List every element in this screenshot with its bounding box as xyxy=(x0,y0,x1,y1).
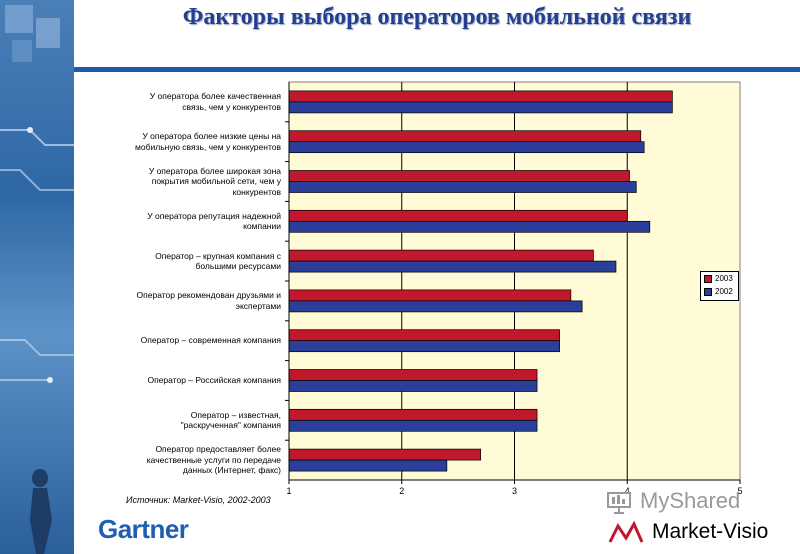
bar-2003-1 xyxy=(288,130,642,143)
legend-item-2003: 2003 xyxy=(701,272,738,285)
bar-2002-8 xyxy=(288,419,538,432)
bar-2003-5 xyxy=(288,289,572,302)
category-label: У оператора более качественная связь, че… xyxy=(149,91,281,112)
bar-2002-6 xyxy=(288,340,560,353)
bar-2002-1 xyxy=(288,141,645,154)
legend-swatch-2003 xyxy=(704,274,712,283)
bar-2002-7 xyxy=(288,380,538,392)
decorative-sidebar xyxy=(0,0,74,554)
tick-label-3: 3 xyxy=(512,486,517,496)
bar-2003-4 xyxy=(288,249,594,262)
chart-legend: 2003 2002 xyxy=(700,271,739,301)
legend-item-2002: 2002 xyxy=(701,285,738,298)
watermark-label: MyShared xyxy=(640,488,741,513)
market-visio-logo: Market-Visio xyxy=(612,520,768,544)
category-label: У оператора репутация надежной компании xyxy=(147,210,281,232)
legend-swatch-2002 xyxy=(704,287,712,296)
category-label: Оператор рекомендован друзьями и эксперт… xyxy=(136,290,281,311)
legend-label-2003: 2003 xyxy=(715,274,733,283)
market-visio-label: Market-Visio xyxy=(652,520,769,543)
bar-2002-4 xyxy=(288,260,617,273)
bar-2003-3 xyxy=(288,209,628,222)
bar-2003-6 xyxy=(288,329,560,342)
bar-2003-9 xyxy=(288,448,482,461)
category-label: У оператора более низкие цены на мобильн… xyxy=(135,131,281,152)
tick-label-4: 4 xyxy=(625,486,630,496)
legend-label-2002: 2002 xyxy=(715,287,733,296)
bar-2002-2 xyxy=(288,181,637,193)
presentation-icon xyxy=(607,492,631,514)
category-label: Оператор предоставляет более качественны… xyxy=(146,444,281,476)
tick-label-2: 2 xyxy=(399,486,404,496)
tick-label-5: 5 xyxy=(737,486,742,496)
bar-2002-5 xyxy=(288,300,583,313)
bar-2003-7 xyxy=(288,369,538,381)
bar-2003-0 xyxy=(288,90,673,103)
bar-2003-2 xyxy=(288,170,630,182)
category-label: Оператор – Российская компания xyxy=(147,375,281,385)
category-label: Оператор – известная, "раскрученная" ком… xyxy=(180,409,281,431)
bar-2002-3 xyxy=(288,220,651,233)
bar-2003-8 xyxy=(288,408,538,421)
gartner-logo: Gartner xyxy=(98,514,189,544)
header-divider xyxy=(74,67,800,72)
tick-label-1: 1 xyxy=(286,486,291,496)
category-label: Оператор – крупная компания с большими р… xyxy=(155,250,281,272)
circuit-decoration-icon xyxy=(0,5,74,554)
page-title: Факторы выбора операторов мобильной связ… xyxy=(182,4,692,30)
watermark-text: MyShared xyxy=(612,488,740,514)
category-label: Оператор – современная компания xyxy=(140,335,281,346)
bar-2002-9 xyxy=(288,459,448,472)
market-visio-logo-mark xyxy=(608,520,644,543)
source-note: Источник: Market-Visio, 2002-2003 xyxy=(126,495,271,505)
category-label: У оператора более широкая зона покрытия … xyxy=(148,165,281,197)
bar-2002-0 xyxy=(288,101,673,114)
